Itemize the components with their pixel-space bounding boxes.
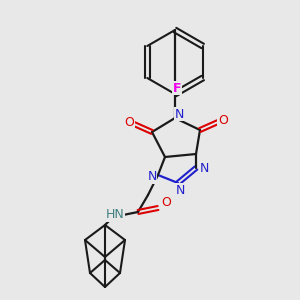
Text: O: O — [218, 113, 228, 127]
Text: N: N — [199, 161, 209, 175]
Text: O: O — [124, 116, 134, 128]
Text: HN: HN — [106, 208, 124, 221]
Text: N: N — [174, 107, 184, 121]
Text: O: O — [161, 196, 171, 209]
Text: N: N — [175, 184, 185, 196]
Text: N: N — [147, 170, 157, 184]
Text: F: F — [173, 82, 181, 94]
